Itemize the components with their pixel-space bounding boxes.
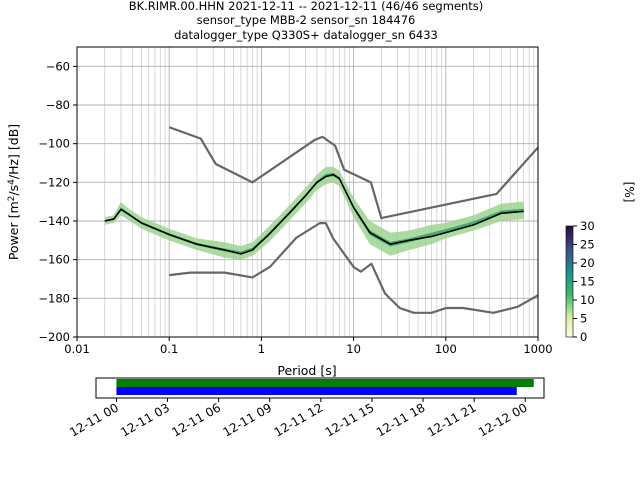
y-tick-label: −60 bbox=[46, 59, 70, 73]
y-tick-label: −100 bbox=[38, 137, 70, 151]
time-tick-label: 12-11 00 bbox=[67, 400, 121, 439]
time-tick-label: 12-11 21 bbox=[425, 400, 479, 439]
coverage-bar-top bbox=[116, 379, 534, 387]
time-tick-label: 12-11 12 bbox=[272, 400, 326, 439]
colorbar-tick-label: 10 bbox=[580, 293, 595, 307]
histogram-band-outer bbox=[104, 166, 524, 260]
time-tick-label: 12-12 00 bbox=[476, 400, 530, 439]
y-axis-ticks: −200 −180 −160 −140 −120 −100 −80 −60 bbox=[38, 59, 77, 344]
coverage-bars bbox=[116, 379, 534, 395]
x-tick-label: 1 bbox=[258, 342, 265, 356]
figure-title-line-3: datalogger_type Q330S+ datalogger_sn 643… bbox=[174, 28, 438, 42]
main-plot-frame bbox=[76, 46, 539, 338]
x-axis-ticks: 0.01 0.1 1 10 100 1000 bbox=[64, 337, 553, 356]
colorbar bbox=[565, 225, 574, 338]
y-tick-label: −200 bbox=[38, 330, 70, 344]
low-noise-model-line bbox=[169, 222, 539, 314]
coverage-bar-bottom bbox=[116, 387, 517, 395]
x-axis-label: Period [s] bbox=[277, 363, 336, 378]
colorbar-tick-label: 0 bbox=[580, 330, 587, 344]
time-tick-label: 12-11 09 bbox=[221, 400, 275, 439]
colorbar-label: [%] bbox=[622, 182, 636, 203]
time-tick-label: 12-11 03 bbox=[118, 400, 172, 439]
colorbar-tick-label: 25 bbox=[580, 238, 595, 252]
x-tick-label: 1000 bbox=[523, 342, 552, 356]
time-tick-label: 12-11 18 bbox=[374, 400, 428, 439]
x-tick-label: 0.1 bbox=[160, 342, 178, 356]
coverage-frame bbox=[95, 377, 545, 399]
x-tick-label: 100 bbox=[435, 342, 457, 356]
colorbar-tick-label: 5 bbox=[580, 312, 587, 326]
y-tick-label: −160 bbox=[38, 253, 70, 267]
y-tick-label: −80 bbox=[46, 98, 70, 112]
colorbar-ticks: 0 5 10 15 20 25 30 bbox=[573, 219, 595, 344]
y-tick-label: −180 bbox=[38, 291, 70, 305]
time-tick-label: 12-11 15 bbox=[323, 400, 377, 439]
y-tick-label: −140 bbox=[38, 214, 70, 228]
time-tick-label: 12-11 06 bbox=[169, 400, 223, 439]
x-tick-label: 10 bbox=[346, 342, 361, 356]
x-tick-label: 0.01 bbox=[64, 342, 90, 356]
y-tick-label: −120 bbox=[38, 175, 70, 189]
colorbar-tick-label: 20 bbox=[580, 256, 595, 270]
figure-title-line-2: sensor_type MBB-2 sensor_sn 184476 bbox=[197, 13, 416, 27]
colorbar-tick-label: 30 bbox=[580, 219, 595, 233]
y-axis-label: Power [m2/s4/Hz] [dB] bbox=[6, 124, 21, 260]
ppsd-histogram bbox=[104, 166, 524, 260]
noise-model-lines bbox=[104, 126, 539, 314]
figure-title-line-1: BK.RIMR.00.HHN 2021-12-11 -- 2021-12-11 … bbox=[129, 0, 484, 13]
high-noise-model-line bbox=[168, 126, 539, 220]
colorbar-tick-label: 15 bbox=[580, 275, 595, 289]
mean-line bbox=[104, 173, 524, 255]
